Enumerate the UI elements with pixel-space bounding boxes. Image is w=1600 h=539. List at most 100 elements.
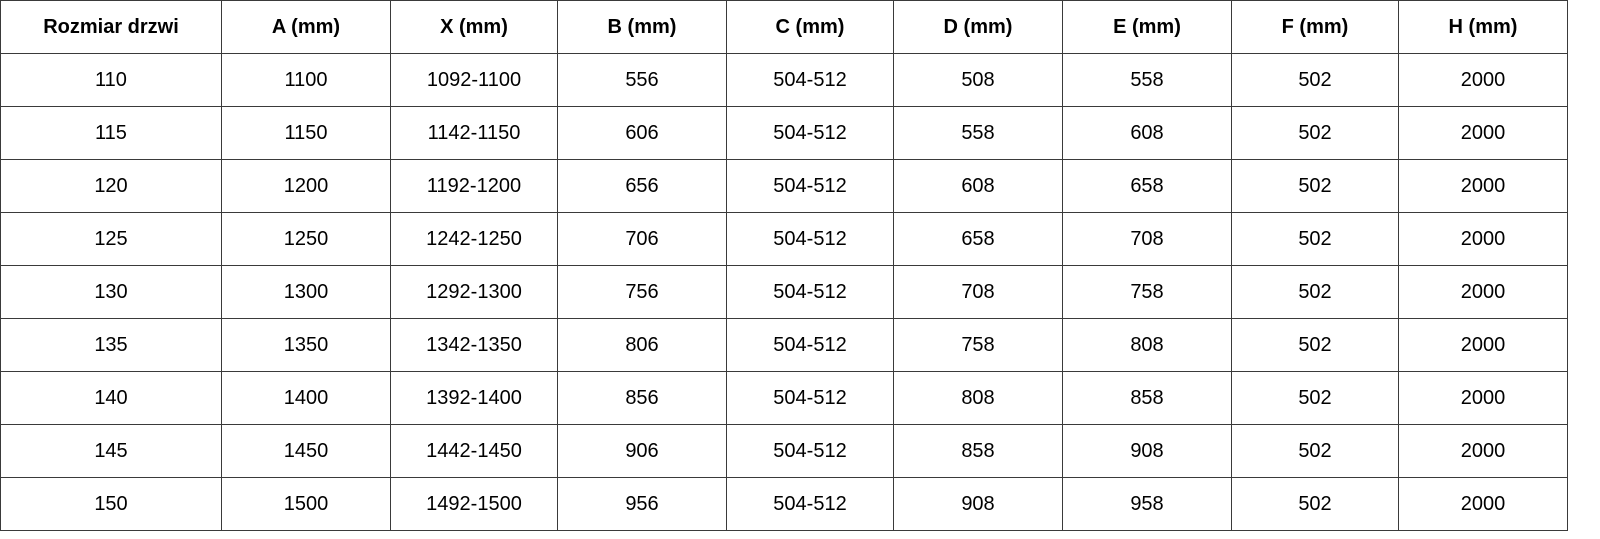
table-cell: 502 xyxy=(1231,106,1399,160)
table-cell: 1242-1250 xyxy=(390,212,558,266)
table-cell: 2000 xyxy=(1398,371,1568,425)
table-row: 120 1200 1192-1200 656 504-512 608 658 502 2000 xyxy=(0,159,1568,213)
table-cell: 908 xyxy=(1062,424,1232,478)
column-header: C (mm) xyxy=(726,0,894,54)
table-cell: 558 xyxy=(893,106,1063,160)
column-header: X (mm) xyxy=(390,0,558,54)
column-header: H (mm) xyxy=(1398,0,1568,54)
table-cell: 504-512 xyxy=(726,318,894,372)
column-header: B (mm) xyxy=(557,0,727,54)
table-cell: 150 xyxy=(0,477,222,531)
table-cell: 1092-1100 xyxy=(390,53,558,107)
table-cell: 1392-1400 xyxy=(390,371,558,425)
table-cell: 502 xyxy=(1231,318,1399,372)
table-cell: 958 xyxy=(1062,477,1232,531)
table-cell: 1342-1350 xyxy=(390,318,558,372)
table-cell: 2000 xyxy=(1398,212,1568,266)
table-cell: 1100 xyxy=(221,53,391,107)
table-cell: 906 xyxy=(557,424,727,478)
table-cell: 758 xyxy=(1062,265,1232,319)
table-cell: 130 xyxy=(0,265,222,319)
column-header: D (mm) xyxy=(893,0,1063,54)
table-cell: 125 xyxy=(0,212,222,266)
table-cell: 502 xyxy=(1231,53,1399,107)
table-cell: 858 xyxy=(893,424,1063,478)
table-cell: 858 xyxy=(1062,371,1232,425)
table-cell: 706 xyxy=(557,212,727,266)
table-cell: 856 xyxy=(557,371,727,425)
table-cell: 504-512 xyxy=(726,371,894,425)
table-cell: 1292-1300 xyxy=(390,265,558,319)
table-cell: 135 xyxy=(0,318,222,372)
dimensions-table: Rozmiar drzwi A (mm) X (mm) B (mm) C (mm) D (… xyxy=(0,0,1568,531)
table-cell: 656 xyxy=(557,159,727,213)
table-cell: 608 xyxy=(893,159,1063,213)
table-cell: 504-512 xyxy=(726,53,894,107)
table-cell: 508 xyxy=(893,53,1063,107)
table-row: 130 1300 1292-1300 756 504-512 708 758 502 2000 xyxy=(0,265,1568,319)
table-cell: 1450 xyxy=(221,424,391,478)
table-cell: 1492-1500 xyxy=(390,477,558,531)
table-cell: 1500 xyxy=(221,477,391,531)
table-cell: 908 xyxy=(893,477,1063,531)
table-cell: 504-512 xyxy=(726,477,894,531)
table-cell: 708 xyxy=(1062,212,1232,266)
table-cell: 1400 xyxy=(221,371,391,425)
table-cell: 606 xyxy=(557,106,727,160)
column-header: F (mm) xyxy=(1231,0,1399,54)
table-cell: 502 xyxy=(1231,371,1399,425)
table-cell: 1442-1450 xyxy=(390,424,558,478)
table-cell: 1192-1200 xyxy=(390,159,558,213)
table-cell: 956 xyxy=(557,477,727,531)
table-cell: 658 xyxy=(893,212,1063,266)
table-cell: 806 xyxy=(557,318,727,372)
column-header: A (mm) xyxy=(221,0,391,54)
table-row: 115 1150 1142-1150 606 504-512 558 608 502 2000 xyxy=(0,106,1568,160)
table-cell: 1150 xyxy=(221,106,391,160)
table-cell: 2000 xyxy=(1398,318,1568,372)
table-cell: 2000 xyxy=(1398,159,1568,213)
table-row: 125 1250 1242-1250 706 504-512 658 708 502 2000 xyxy=(0,212,1568,266)
table-cell: 608 xyxy=(1062,106,1232,160)
column-header: Rozmiar drzwi xyxy=(0,0,222,54)
table-row: 140 1400 1392-1400 856 504-512 808 858 502 2000 xyxy=(0,371,1568,425)
header-row: Rozmiar drzwi A (mm) X (mm) B (mm) C (mm) D (… xyxy=(0,0,1568,54)
table-cell: 1200 xyxy=(221,159,391,213)
table-cell: 504-512 xyxy=(726,106,894,160)
table-cell: 120 xyxy=(0,159,222,213)
table-row: 150 1500 1492-1500 956 504-512 908 958 502 2000 xyxy=(0,477,1568,531)
table-cell: 502 xyxy=(1231,265,1399,319)
table-cell: 558 xyxy=(1062,53,1232,107)
table-row: 135 1350 1342-1350 806 504-512 758 808 502 2000 xyxy=(0,318,1568,372)
table-cell: 502 xyxy=(1231,159,1399,213)
table-cell: 502 xyxy=(1231,212,1399,266)
table-cell: 1350 xyxy=(221,318,391,372)
table-cell: 110 xyxy=(0,53,222,107)
column-header: E (mm) xyxy=(1062,0,1232,54)
table-cell: 504-512 xyxy=(726,159,894,213)
table-cell: 504-512 xyxy=(726,212,894,266)
table-cell: 808 xyxy=(893,371,1063,425)
table-cell: 756 xyxy=(557,265,727,319)
table-cell: 504-512 xyxy=(726,424,894,478)
table-cell: 658 xyxy=(1062,159,1232,213)
table-cell: 758 xyxy=(893,318,1063,372)
table-cell: 556 xyxy=(557,53,727,107)
table-cell: 2000 xyxy=(1398,53,1568,107)
table-row: 145 1450 1442-1450 906 504-512 858 908 502 2000 xyxy=(0,424,1568,478)
table-cell: 2000 xyxy=(1398,424,1568,478)
table-cell: 1250 xyxy=(221,212,391,266)
table-cell: 504-512 xyxy=(726,265,894,319)
table-cell: 145 xyxy=(0,424,222,478)
table-cell: 140 xyxy=(0,371,222,425)
table-cell: 115 xyxy=(0,106,222,160)
table-row: 110 1100 1092-1100 556 504-512 508 558 502 2000 xyxy=(0,53,1568,107)
table-cell: 2000 xyxy=(1398,477,1568,531)
table-cell: 502 xyxy=(1231,477,1399,531)
table-cell: 1142-1150 xyxy=(390,106,558,160)
table-cell: 2000 xyxy=(1398,106,1568,160)
table-cell: 708 xyxy=(893,265,1063,319)
table-cell: 502 xyxy=(1231,424,1399,478)
table-cell: 2000 xyxy=(1398,265,1568,319)
table-cell: 1300 xyxy=(221,265,391,319)
